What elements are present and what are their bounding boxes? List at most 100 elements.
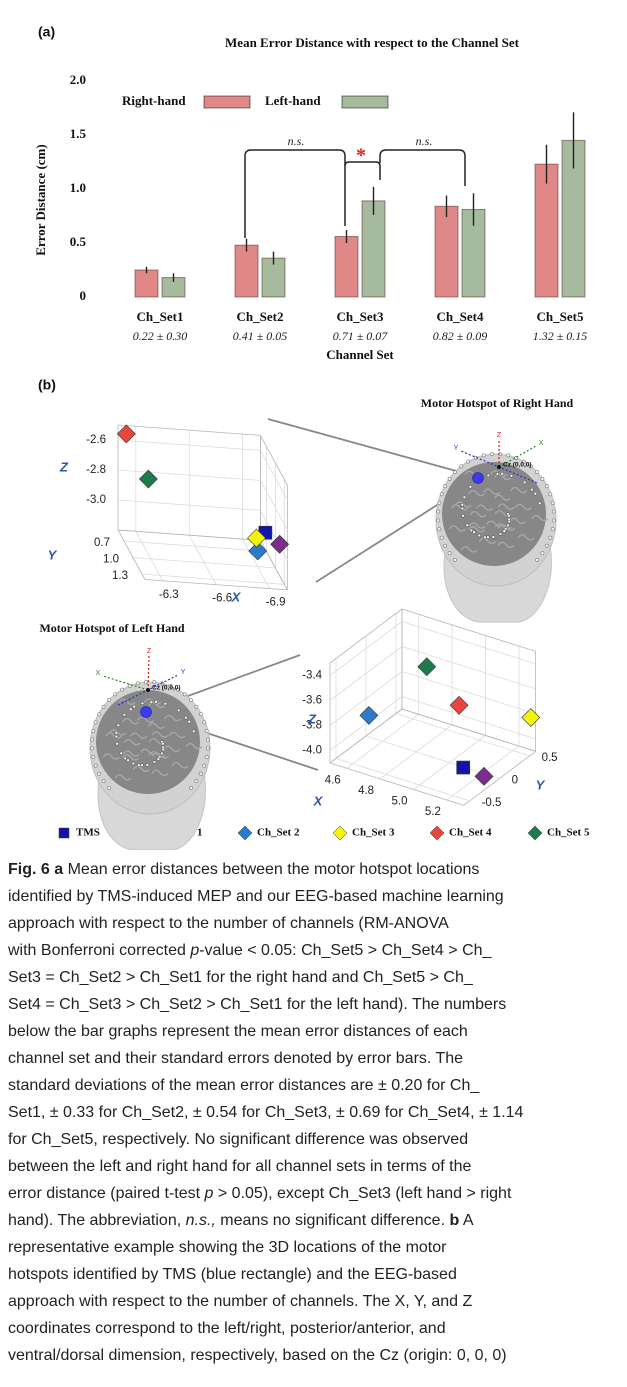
- head-axis-letter: Z: [497, 432, 502, 439]
- caption-line: Set1, ± 0.33 for Ch_Set2, ± 0.54 for Ch_…: [8, 1099, 623, 1126]
- electrode: [440, 536, 443, 539]
- electrode: [114, 693, 117, 696]
- point: [271, 535, 289, 553]
- connector-line: [268, 419, 478, 477]
- electrode: [510, 474, 513, 477]
- cz-point: [146, 688, 150, 692]
- electrode: [192, 730, 195, 733]
- electrode: [438, 501, 441, 504]
- electrode: [461, 503, 464, 506]
- caption-line: for Ch_Set5, respectively. No significan…: [8, 1126, 623, 1153]
- y-tick-label: 2.0: [70, 72, 86, 87]
- electrode: [461, 507, 464, 510]
- caption-text: n.s.,: [186, 1212, 216, 1229]
- page: (a) Mean Error Distance with respect to …: [0, 0, 627, 1387]
- y-tick-label: 0.5: [70, 234, 87, 249]
- electrode: [523, 481, 526, 484]
- electrode: [116, 742, 119, 745]
- y-tick-label: 0.5: [542, 752, 558, 764]
- electrode: [551, 527, 554, 530]
- electrode: [482, 454, 485, 457]
- grid-line: [133, 558, 275, 568]
- bar: [335, 237, 358, 297]
- x-tick-label: Ch_Set3: [337, 309, 384, 324]
- caption-text: means no significant difference.: [216, 1212, 450, 1229]
- point: [360, 706, 378, 724]
- grid-line: [336, 759, 470, 801]
- box-edge: [402, 709, 536, 751]
- figure-page: (a) Mean Error Distance with respect to …: [0, 0, 627, 1387]
- annotation: n.s.: [288, 134, 305, 148]
- point: [522, 709, 540, 727]
- electrode: [184, 716, 187, 719]
- electrode: [127, 759, 130, 762]
- chart-title: Mean Error Distance with respect to the …: [225, 35, 520, 50]
- electrode: [140, 764, 143, 767]
- head-axis-letter: Y: [181, 669, 186, 676]
- head-axis-letter: Y: [454, 445, 459, 452]
- x-tick-label: Ch_Set1: [137, 309, 184, 324]
- y-axis-label: Y: [48, 547, 58, 562]
- x-tick-sublabel: 0.71 ± 0.07: [333, 329, 389, 343]
- electrode: [152, 680, 155, 683]
- caption-line: identified by TMS-induced MEP and our EE…: [8, 883, 623, 910]
- caption-text: p: [190, 942, 199, 959]
- electrode: [496, 473, 499, 476]
- grid-line: [260, 480, 287, 530]
- electrode: [107, 698, 110, 701]
- electrode: [478, 534, 481, 537]
- head-axis-letter: X: [96, 670, 101, 677]
- electrode: [94, 764, 97, 767]
- electrode: [443, 544, 446, 547]
- electrode: [463, 496, 466, 499]
- grid-line: [396, 714, 530, 756]
- electrode: [466, 524, 469, 527]
- electrode: [92, 755, 95, 758]
- electrode: [153, 760, 156, 763]
- z-tick-label: -3.6: [302, 695, 322, 707]
- electrode: [102, 705, 105, 708]
- electrode: [462, 514, 465, 517]
- electrode: [453, 470, 456, 473]
- electrode: [117, 724, 120, 727]
- electrode: [102, 779, 105, 782]
- electrode: [453, 558, 456, 561]
- electrode: [97, 713, 100, 716]
- caption-text: ventral/dorsal dimension, respectively, …: [8, 1347, 507, 1364]
- head-axis-letter: Z: [147, 648, 152, 655]
- electrode: [507, 514, 510, 517]
- electrode: [506, 524, 509, 527]
- electrode: [129, 708, 132, 711]
- electrode: [448, 551, 451, 554]
- caption-text: Set3 = Ch_Set2 > Ch_Set1 for the right h…: [8, 969, 473, 986]
- caption-line: approach with respect to the number of c…: [8, 910, 623, 937]
- point: [450, 696, 468, 714]
- grid-line: [402, 622, 536, 664]
- electrode: [205, 755, 208, 758]
- brain: [442, 462, 546, 566]
- electrode: [206, 738, 209, 741]
- electrode: [90, 738, 93, 741]
- caption-line: between the left and right hand for all …: [8, 1153, 623, 1180]
- electrode: [92, 729, 95, 732]
- grid-line: [124, 541, 266, 551]
- electrode: [503, 530, 506, 533]
- significance-bracket: [245, 150, 345, 238]
- caption-text: representative example showing the 3D lo…: [8, 1239, 446, 1256]
- electrode: [133, 705, 136, 708]
- x-tick-label: Ch_Set5: [537, 309, 584, 324]
- electrode: [94, 721, 97, 724]
- electrode: [195, 705, 198, 708]
- x-tick-label: Ch_Set4: [437, 309, 484, 324]
- electrode: [183, 693, 186, 696]
- x-tick-sublabel: 0.22 ± 0.30: [133, 329, 188, 343]
- caption-text: b: [449, 1212, 459, 1229]
- caption-line: coordinates correspond to the left/right…: [8, 1315, 623, 1342]
- electrode: [473, 531, 476, 534]
- legend-swatch: [342, 96, 388, 108]
- caption-text: hotspots identified by TMS (blue rectang…: [8, 1266, 457, 1283]
- electrode: [467, 460, 470, 463]
- caption-text: Mean error distances between the motor h…: [63, 861, 479, 878]
- electrode: [189, 786, 192, 789]
- caption-line: Fig. 6 a Mean error distances between th…: [8, 856, 623, 883]
